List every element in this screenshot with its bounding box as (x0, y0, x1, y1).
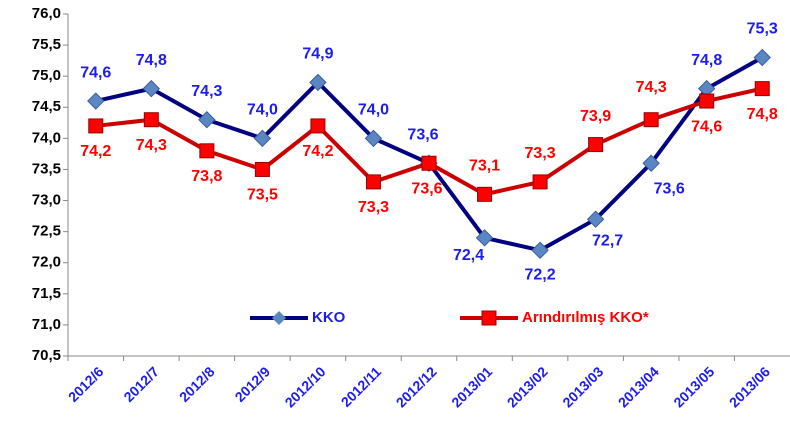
marker (754, 81, 770, 97)
data-label: 74,3 (136, 137, 167, 154)
x-tick-label: 2013/04 (615, 363, 662, 410)
x-tick-label: 2013/01 (448, 363, 495, 410)
data-label: 74,8 (136, 52, 167, 69)
y-tick-label: 74,5 (32, 98, 61, 115)
data-label: 73,5 (247, 187, 278, 204)
marker (309, 73, 327, 92)
y-tick-label: 75,5 (32, 36, 61, 53)
data-label: 72,2 (525, 267, 556, 284)
data-label: 74,6 (80, 64, 111, 81)
marker (532, 174, 548, 190)
y-tick-label: 71,0 (32, 316, 61, 333)
marker (477, 186, 493, 202)
legend-label: KKO (312, 309, 346, 326)
legend-label: Arındırılmış KKO* (522, 309, 649, 326)
marker (365, 174, 381, 190)
x-tick-label: 2012/12 (393, 363, 440, 410)
data-label: 74,3 (191, 83, 222, 100)
x-tick-label: 2012/7 (120, 363, 162, 405)
marker (254, 161, 270, 177)
marker (364, 129, 383, 148)
marker (198, 111, 216, 129)
marker (586, 210, 605, 228)
y-tick-label: 73,0 (32, 192, 61, 209)
data-label: 74,0 (247, 102, 278, 119)
data-label: 72,7 (592, 232, 623, 249)
marker (88, 118, 104, 134)
data-label: 73,6 (407, 126, 438, 143)
marker (643, 112, 659, 128)
data-label: 74,3 (636, 79, 667, 96)
data-label: 74,0 (358, 102, 389, 119)
legend-marker (272, 311, 286, 325)
data-label: 73,6 (411, 180, 442, 197)
x-tick-label: 2013/02 (504, 363, 551, 410)
marker (421, 155, 437, 171)
y-tick-label: 73,5 (32, 160, 61, 177)
y-tick-label: 74,0 (32, 129, 61, 146)
legend-marker (481, 310, 497, 326)
marker (143, 112, 159, 128)
data-label: 73,3 (525, 145, 556, 162)
marker (642, 154, 660, 172)
x-tick-label: 2012/9 (232, 363, 274, 405)
y-tick-label: 76,0 (32, 5, 61, 22)
data-label: 74,6 (691, 118, 722, 135)
x-tick-label: 2013/06 (726, 363, 773, 410)
x-tick-label: 2012/8 (176, 363, 218, 405)
marker (253, 129, 272, 148)
data-label: 73,6 (654, 180, 685, 197)
marker (87, 92, 105, 110)
data-label: 73,9 (580, 108, 611, 125)
data-label: 73,8 (191, 168, 222, 185)
y-tick-label: 71,5 (32, 285, 61, 302)
data-label: 73,1 (469, 158, 500, 175)
marker (199, 143, 215, 159)
marker (531, 241, 549, 259)
marker (142, 79, 161, 98)
x-tick-label: 2012/11 (338, 363, 385, 410)
marker (753, 48, 771, 67)
data-label: 74,2 (80, 143, 111, 160)
data-label: 74,2 (302, 143, 333, 160)
data-label: 73,3 (358, 199, 389, 216)
data-label: 74,8 (691, 52, 722, 69)
y-tick-label: 70,5 (32, 347, 61, 364)
data-label: 74,9 (302, 46, 333, 63)
x-tick-label: 2013/05 (670, 363, 717, 410)
y-tick-label: 75,0 (32, 67, 61, 84)
marker (475, 229, 494, 247)
y-tick-label: 72,5 (32, 223, 61, 240)
data-label: 72,4 (453, 247, 484, 264)
marker (310, 118, 326, 134)
marker (699, 93, 715, 109)
y-tick-label: 72,0 (32, 254, 61, 271)
x-tick-label: 2012/6 (65, 363, 107, 405)
x-tick-label: 2012/10 (282, 363, 329, 410)
x-tick-label: 2013/03 (559, 363, 606, 410)
data-label: 75,3 (747, 21, 778, 38)
marker (588, 137, 604, 153)
data-label: 74,8 (747, 106, 778, 123)
